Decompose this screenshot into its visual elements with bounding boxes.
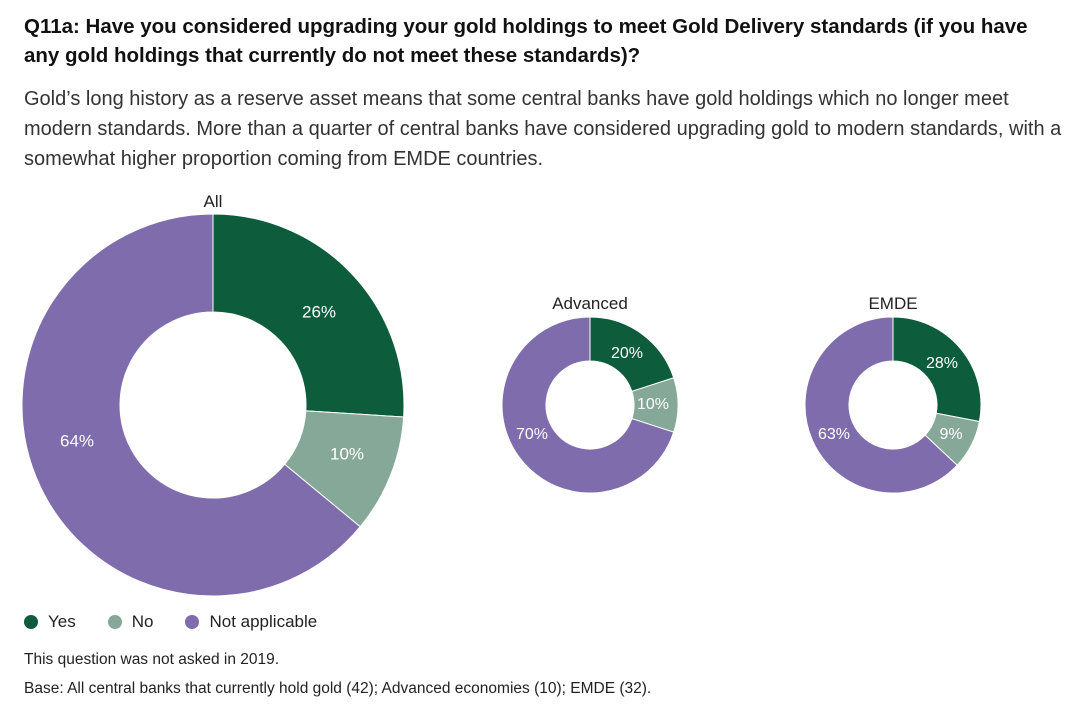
donut-chart-emde: EMDE 28% 9% 63% — [804, 294, 982, 494]
donut-title-emde: EMDE — [868, 294, 917, 313]
legend-item-yes: Yes — [24, 612, 76, 632]
data-label-emde-no: 9% — [939, 426, 962, 443]
donut-title-all: All — [204, 192, 223, 211]
legend-label-no: No — [131, 612, 154, 631]
data-label-all-yes: 26% — [302, 302, 336, 321]
legend-label-yes: Yes — [48, 612, 76, 631]
donut-charts: All 26% 10% 64% Advanced 20% 10% 70% EMDE 28% 9% 63… — [21, 192, 982, 597]
legend-swatch-yes — [24, 615, 38, 629]
data-label-all-no: 10% — [330, 444, 364, 463]
data-label-advanced-yes: 20% — [611, 345, 643, 362]
slice-emde-not-applicable — [804, 316, 958, 494]
data-label-advanced-no: 10% — [637, 396, 669, 413]
slice-all-not-applicable — [21, 213, 361, 597]
footnote: This question was not asked in 2019. — [24, 651, 280, 668]
chart-subtitle: Gold’s long history as a reserve asset m… — [24, 88, 1062, 170]
donut-title-advanced: Advanced — [552, 294, 628, 313]
donut-chart-advanced: Advanced 20% 10% 70% — [501, 294, 679, 494]
legend-swatch-no — [107, 615, 122, 629]
chart-title: Q11a: Have you considered upgrading your… — [24, 15, 1028, 67]
data-label-emde-yes: 28% — [926, 355, 958, 372]
data-label-emde-not-applicable: 63% — [818, 426, 850, 443]
legend-label-not-applicable: Not applicable — [209, 612, 318, 631]
data-label-advanced-not-applicable: 70% — [516, 426, 548, 443]
slice-emde-yes — [892, 316, 982, 423]
legend-item-not-applicable: Not applicable — [185, 612, 317, 632]
legend-item-no: No — [107, 612, 154, 632]
slice-advanced-not-applicable — [501, 316, 675, 494]
legend-swatch-not-applicable — [185, 615, 200, 629]
base-note: Base: All central banks that currently h… — [24, 680, 652, 697]
data-label-all-not-applicable: 64% — [60, 431, 94, 450]
legend: Yes No Not applicable — [24, 612, 349, 632]
donut-chart-all: All 26% 10% 64% — [21, 192, 405, 597]
slice-all-yes — [212, 213, 405, 418]
